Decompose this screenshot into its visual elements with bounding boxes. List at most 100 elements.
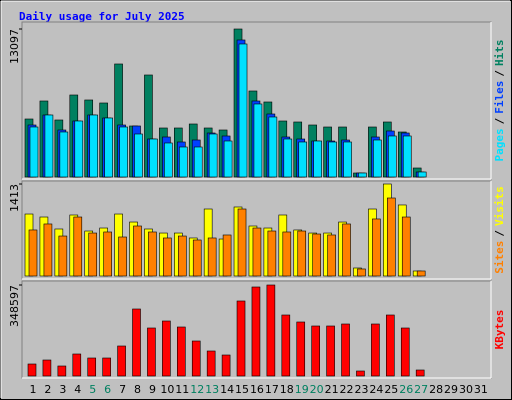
x-tick-label: 30 — [459, 383, 473, 396]
bar — [179, 146, 188, 178]
chart-title: Daily usage for July 2025 — [19, 10, 185, 23]
x-tick-label: 6 — [104, 383, 111, 396]
x-tick-label: 15 — [235, 383, 249, 396]
bar — [29, 126, 39, 178]
bar — [357, 268, 366, 277]
legend-entry: Visits — [493, 186, 506, 226]
x-tick-label: 8 — [134, 383, 141, 396]
bar — [89, 114, 99, 178]
bar — [343, 141, 352, 178]
bar — [400, 327, 410, 377]
bar — [44, 114, 54, 178]
bar — [327, 234, 336, 277]
bar — [73, 216, 83, 277]
x-tick-label: 17 — [265, 383, 279, 396]
legend: Pages / Files / Hits — [493, 40, 506, 162]
bar — [178, 235, 187, 277]
x-tick-label: 31 — [474, 383, 488, 396]
bar — [416, 270, 426, 277]
bar — [372, 218, 381, 277]
bar — [386, 314, 395, 377]
bar — [206, 350, 216, 377]
bar — [297, 230, 307, 277]
x-tick-label: 1 — [30, 383, 37, 396]
bar — [57, 365, 67, 377]
bar — [87, 357, 97, 377]
bar — [373, 139, 382, 178]
legend-entry: Files — [493, 81, 506, 114]
bar — [164, 142, 173, 178]
x-tick-label: 9 — [149, 383, 156, 396]
bar — [281, 314, 291, 377]
bar — [103, 231, 112, 277]
x-tick-label: 16 — [250, 383, 264, 396]
bar — [118, 236, 127, 277]
x-tick-label: 23 — [354, 383, 368, 396]
bar — [238, 43, 248, 178]
bar — [282, 231, 292, 277]
bar — [312, 233, 321, 277]
x-tick-label: 21 — [325, 383, 339, 396]
bar — [342, 223, 351, 277]
bar — [88, 232, 98, 277]
bar — [148, 231, 157, 277]
x-tick-label: 11 — [175, 383, 189, 396]
x-tick-label: 12 — [190, 383, 204, 396]
bar — [266, 284, 276, 377]
bar — [417, 171, 427, 178]
x-tick-label: 19 — [295, 383, 309, 396]
bar — [298, 141, 308, 178]
x-tick-label: 5 — [89, 383, 96, 396]
bar — [42, 359, 52, 377]
bar — [43, 223, 53, 277]
bar — [252, 227, 262, 277]
bar — [134, 133, 143, 178]
legend: KBytes — [493, 310, 506, 350]
bar — [313, 140, 322, 178]
y-tick-label: 1413 — [8, 184, 21, 212]
x-tick-label: 10 — [160, 383, 174, 396]
legend-entry: Hits — [493, 40, 506, 67]
bar — [401, 216, 411, 277]
x-tick-label: 18 — [280, 383, 294, 396]
bar — [193, 146, 203, 178]
bar — [328, 141, 337, 178]
legend-entry: KBytes — [493, 310, 506, 350]
bar — [59, 131, 69, 178]
y-tick-label: 348597 — [8, 285, 21, 327]
legend-separator: / — [493, 70, 506, 77]
legend-entry: Pages — [493, 128, 506, 161]
legend-entry: Sites — [493, 241, 506, 274]
bar — [371, 323, 380, 377]
bar — [237, 208, 247, 277]
bar — [149, 138, 158, 178]
bar — [163, 237, 172, 277]
x-tick-label: 25 — [384, 383, 398, 396]
bar — [104, 117, 113, 178]
bar — [222, 234, 232, 277]
x-tick-label: 22 — [340, 383, 354, 396]
legend: Sites / Visits — [493, 186, 506, 274]
bar — [207, 237, 217, 277]
bar — [221, 354, 231, 377]
y-tick-label: 13097 — [8, 29, 21, 64]
bar — [177, 326, 186, 377]
x-tick-label: 3 — [59, 383, 66, 396]
bar — [253, 103, 263, 178]
x-tick-label: 2 — [44, 383, 51, 396]
bar — [251, 286, 261, 377]
bar — [358, 172, 367, 178]
bar — [119, 126, 128, 178]
bar — [28, 229, 38, 277]
legend-separator: / — [493, 230, 506, 237]
bar — [296, 321, 306, 377]
x-tick-label: 7 — [119, 383, 126, 396]
bar — [341, 323, 350, 377]
bar — [132, 308, 141, 377]
bar — [223, 140, 233, 178]
x-tick-label: 26 — [399, 383, 413, 396]
bar — [192, 239, 202, 277]
bar — [388, 135, 397, 178]
bar — [356, 370, 365, 377]
